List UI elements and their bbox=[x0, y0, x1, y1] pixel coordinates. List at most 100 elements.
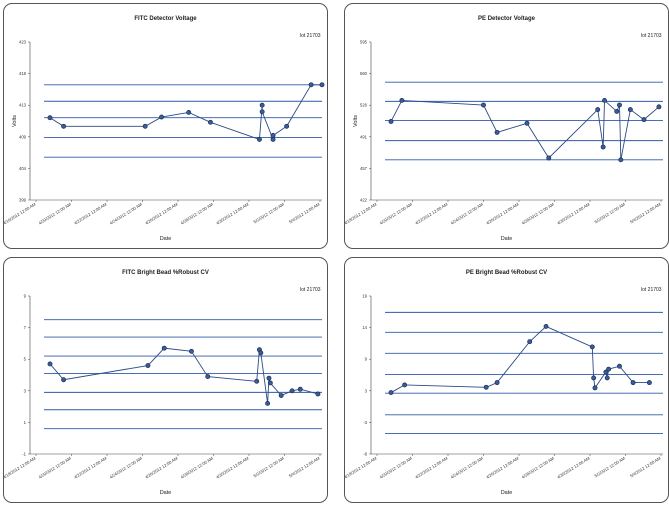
x-tick-label: 4/26/2012 12:00 AM bbox=[485, 201, 520, 225]
x-tick-label: 4/24/2012 12:00 AM bbox=[450, 455, 485, 479]
data-point bbox=[630, 380, 636, 386]
data-point bbox=[315, 391, 321, 397]
x-tick-label: 4/30/2012 12:00 AM bbox=[215, 201, 250, 225]
data-point bbox=[543, 323, 549, 329]
x-tick-label: 5/2/2012 12:00 AM bbox=[253, 201, 286, 224]
data-point bbox=[617, 102, 622, 108]
x-tick-label: 4/20/2012 12:00 AM bbox=[38, 455, 73, 479]
x-axis-label: Date bbox=[501, 236, 513, 242]
x-tick-label: 5/2/2012 12:00 AM bbox=[253, 455, 286, 478]
data-point bbox=[600, 144, 606, 150]
x-tick-label: 4/22/2012 12:00 AM bbox=[73, 201, 108, 225]
data-point bbox=[284, 123, 290, 129]
x-tick-label: 4/28/2012 12:00 AM bbox=[180, 455, 215, 479]
chart-svg: FITC Bright Bead %Robust CV lot 21703 -1 1 3… bbox=[4, 270, 322, 496]
x-axis-label: Date bbox=[160, 490, 172, 496]
data-point bbox=[656, 104, 662, 110]
y-tick-label: 9 bbox=[24, 294, 27, 299]
data-point bbox=[265, 400, 271, 406]
data-point bbox=[646, 380, 652, 386]
x-tick-label: 5/4/2012 12:00 AM bbox=[629, 455, 662, 478]
x-tick-label: 4/28/2012 12:00 AM bbox=[180, 201, 215, 225]
chart-svg: PE Bright Bead %Robust CV lot 21703 -8 -3 3 9… bbox=[345, 270, 663, 496]
chart-panel-fitc-voltage: FITC Detector Voltage lot 21703 399 404 409 4… bbox=[3, 3, 328, 249]
data-point bbox=[595, 107, 601, 113]
data-point bbox=[494, 129, 500, 135]
x-axis-label: Date bbox=[160, 236, 172, 242]
x-tick-label: 5/4/2012 12:00 AM bbox=[288, 201, 321, 224]
data-point bbox=[61, 123, 67, 129]
x-tick-label: 4/26/2012 12:00 AM bbox=[144, 455, 179, 479]
lot-annotation: lot 21703 bbox=[300, 33, 321, 39]
data-point bbox=[267, 380, 273, 386]
lot-annotation: lot 21703 bbox=[641, 33, 662, 39]
data-point bbox=[145, 363, 151, 368]
chart-title: FITC Detector Voltage bbox=[134, 16, 197, 22]
lot-annotation: lot 21703 bbox=[300, 287, 321, 293]
data-point bbox=[618, 157, 624, 163]
data-point bbox=[388, 390, 394, 396]
x-tick-label: 4/26/2012 12:00 AM bbox=[144, 201, 179, 225]
data-point bbox=[319, 82, 325, 88]
chart-title: PE Bright Bead %Robust CV bbox=[466, 270, 547, 276]
data-point bbox=[188, 348, 194, 354]
data-point bbox=[591, 375, 597, 381]
y-tick-label: 1 bbox=[24, 420, 27, 425]
data-point bbox=[602, 98, 607, 103]
y-tick-label: 14 bbox=[362, 325, 367, 330]
data-point bbox=[270, 133, 276, 138]
y-tick-label: 7 bbox=[24, 325, 27, 330]
series-line bbox=[390, 99, 660, 160]
y-tick-label: 3 bbox=[365, 388, 368, 393]
y-tick-label: 413 bbox=[19, 103, 27, 108]
chart-svg: PE Detector Voltage lot 21703 422 457 491 526… bbox=[345, 16, 663, 242]
y-tick-label: 457 bbox=[360, 166, 368, 171]
data-point bbox=[256, 136, 262, 142]
y-axis-label: Volts bbox=[12, 115, 18, 127]
data-point bbox=[61, 377, 67, 383]
x-tick-label: 4/18/2012 12:00 AM bbox=[345, 201, 378, 225]
data-point bbox=[142, 123, 148, 129]
x-tick-label: 4/20/2012 12:00 AM bbox=[379, 455, 414, 479]
x-tick-label: 4/30/2012 12:00 AM bbox=[556, 201, 591, 225]
data-point bbox=[614, 108, 620, 114]
data-point bbox=[592, 385, 598, 391]
x-tick-label: 4/20/2012 12:00 AM bbox=[38, 201, 73, 225]
x-tick-label: 4/30/2012 12:00 AM bbox=[215, 455, 250, 479]
data-point bbox=[259, 109, 265, 115]
data-point bbox=[627, 107, 633, 113]
x-tick-label: 5/2/2012 12:00 AM bbox=[594, 455, 627, 478]
data-point bbox=[546, 155, 552, 161]
series-line bbox=[390, 325, 650, 393]
chart-panel-pe-cv: PE Bright Bead %Robust CV lot 21703 -8 -3 3 9… bbox=[344, 257, 669, 503]
y-tick-label: 423 bbox=[19, 40, 27, 45]
y-tick-label: 491 bbox=[360, 134, 368, 139]
data-point bbox=[259, 102, 265, 108]
data-point bbox=[161, 345, 167, 351]
y-tick-label: -1 bbox=[22, 452, 26, 457]
x-tick-label: 4/18/2012 12:00 AM bbox=[345, 455, 378, 479]
data-point bbox=[270, 136, 276, 142]
data-point bbox=[641, 117, 647, 123]
data-point bbox=[388, 119, 394, 124]
y-tick-label: 3 bbox=[24, 388, 27, 393]
data-point bbox=[47, 361, 53, 367]
data-point bbox=[524, 120, 530, 126]
y-tick-label: 5 bbox=[24, 357, 27, 362]
data-point bbox=[589, 344, 595, 350]
chart-svg: FITC Detector Voltage lot 21703 399 404 409 4… bbox=[4, 16, 325, 242]
data-point bbox=[494, 380, 500, 386]
x-tick-label: 4/24/2012 12:00 AM bbox=[450, 201, 485, 225]
data-point bbox=[308, 82, 314, 88]
lot-annotation: lot 21703 bbox=[641, 287, 662, 293]
data-point bbox=[278, 393, 284, 398]
data-point bbox=[47, 115, 53, 121]
chart-panel-fitc-cv: FITC Bright Bead %Robust CV lot 21703 -1 1 3… bbox=[3, 257, 328, 503]
chart-title: FITC Bright Bead %Robust CV bbox=[122, 270, 209, 276]
y-tick-label: 399 bbox=[19, 198, 27, 203]
data-point bbox=[399, 98, 405, 103]
data-point bbox=[266, 375, 272, 381]
y-tick-label: 595 bbox=[360, 40, 368, 45]
data-point bbox=[483, 384, 489, 390]
series-line bbox=[49, 84, 322, 141]
